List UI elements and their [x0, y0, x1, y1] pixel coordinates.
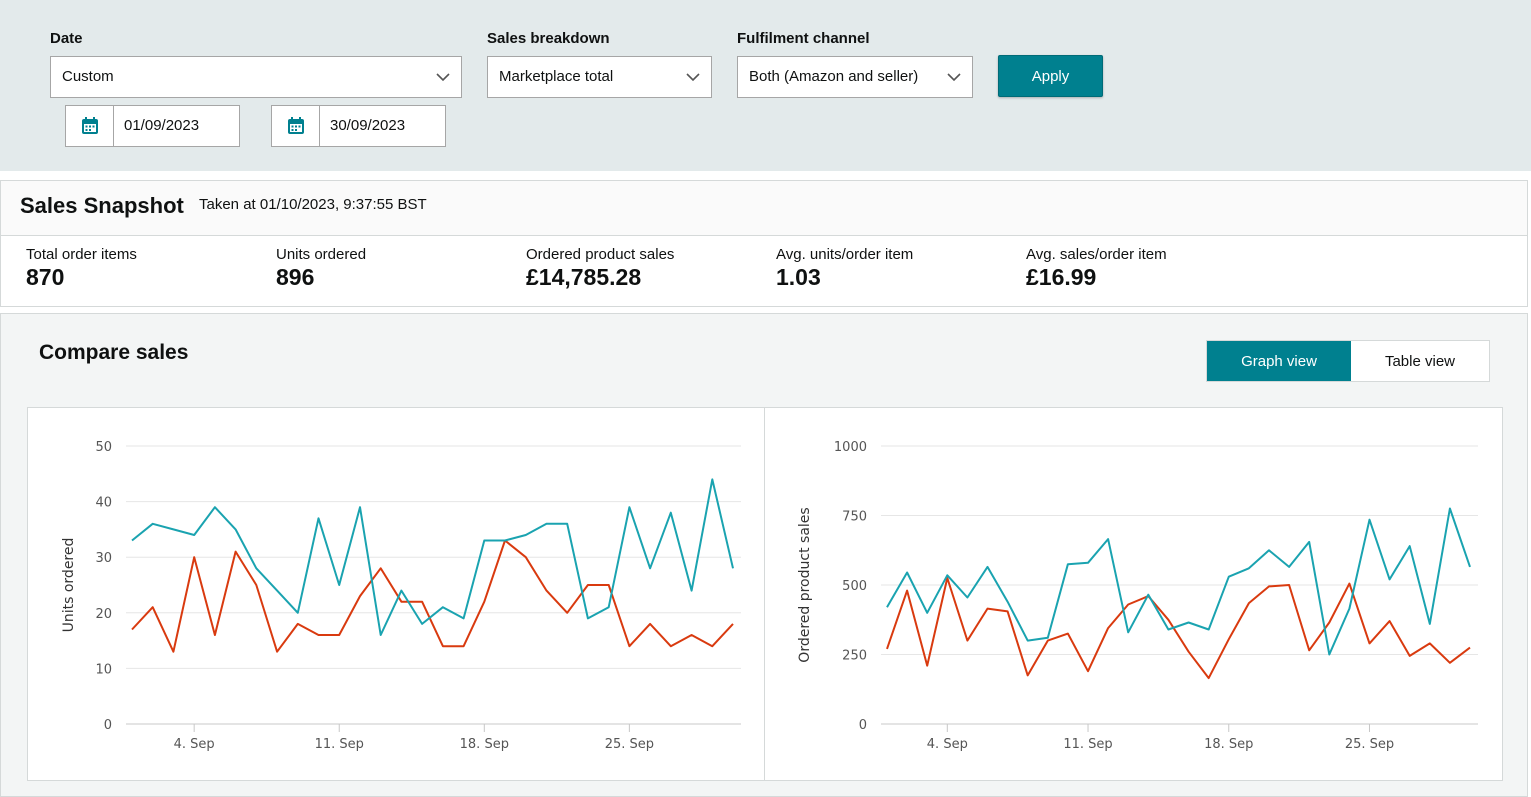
metric-value: 870 [26, 264, 65, 290]
y-tick-label: 30 [95, 551, 112, 566]
series-line-primary [131, 478, 734, 636]
date-label: Date [50, 30, 83, 47]
metric-value: 896 [276, 264, 315, 290]
compare-sales-section: Compare sales Graph view Table view 0 10 2… [0, 313, 1528, 797]
x-tick-label: 18. Sep [1204, 737, 1253, 752]
ordered-product-sales-chart: 0 250 500 750 1000 4. Sep 11. Sep 18. Sep 25. Se… [797, 440, 1478, 752]
x-tick-label: 4. Sep [927, 737, 968, 752]
y-tick-label: 10 [95, 662, 112, 677]
table-view-button[interactable]: Table view [1351, 341, 1489, 381]
apply-button[interactable]: Apply [998, 55, 1103, 97]
x-tick-label: 11. Sep [1063, 737, 1112, 752]
metric-value: 1.03 [776, 264, 821, 290]
x-tick-label: 25. Sep [605, 737, 654, 752]
series-line-secondary [886, 577, 1471, 680]
ordered-product-sales-chart-panel: 0 250 500 750 1000 4. Sep 11. Sep 18. Sep 25. Se… [764, 407, 1503, 781]
y-tick-label: 0 [104, 718, 112, 733]
x-tick-label: 25. Sep [1345, 737, 1394, 752]
fulfilment-select[interactable]: Both (Amazon and seller) [737, 56, 973, 98]
y-tick-label: 0 [859, 718, 867, 733]
end-date-picker[interactable]: 30/09/2023 [271, 105, 446, 147]
chevron-down-icon [947, 73, 961, 82]
metric-label: Avg. sales/order item [1026, 246, 1167, 263]
sales-breakdown-select[interactable]: Marketplace total [487, 56, 712, 98]
y-tick-label: 250 [842, 649, 867, 664]
units-ordered-chart: 0 10 20 30 40 50 4. Sep 11. Sep 18. Sep 25. Sep Un… [61, 440, 741, 752]
series-line-secondary [131, 539, 734, 653]
metric-label: Avg. units/order item [776, 246, 914, 263]
fulfilment-value: Both (Amazon and seller) [749, 68, 919, 85]
compare-sales-title: Compare sales [39, 341, 189, 364]
metric-avg-units-per-order-item: Avg. units/order item 1.03 [776, 246, 913, 291]
y-tick-label: 750 [842, 510, 867, 525]
view-toggle: Graph view Table view [1206, 340, 1490, 382]
sales-breakdown-label: Sales breakdown [487, 30, 610, 47]
metric-value: £16.99 [1026, 264, 1097, 290]
chevron-down-icon [436, 73, 450, 82]
date-select[interactable]: Custom [50, 56, 462, 98]
y-tick-label: 40 [95, 496, 112, 511]
chevron-down-icon [686, 73, 700, 82]
start-date-input[interactable]: 01/09/2023 [124, 117, 200, 134]
y-tick-label: 20 [95, 607, 112, 622]
graph-view-button[interactable]: Graph view [1207, 341, 1351, 381]
sales-breakdown-value: Marketplace total [499, 68, 614, 85]
snapshot-title: Sales Snapshot [20, 193, 184, 218]
x-tick-label: 4. Sep [174, 737, 215, 752]
series-line-primary [886, 507, 1471, 656]
start-date-picker[interactable]: 01/09/2023 [65, 105, 240, 147]
metric-label: Ordered product sales [526, 246, 675, 263]
x-tick-label: 11. Sep [315, 737, 364, 752]
metric-label: Total order items [26, 246, 137, 263]
calendar-icon[interactable] [66, 106, 114, 146]
snapshot-header: Sales Snapshot Taken at 01/10/2023, 9:37… [1, 181, 1527, 236]
metric-units-ordered: Units ordered 896 [276, 246, 366, 291]
fulfilment-label: Fulfilment channel [737, 30, 870, 47]
metric-value: £14,785.28 [526, 264, 642, 290]
metric-avg-sales-per-order-item: Avg. sales/order item £16.99 [1026, 246, 1167, 291]
metric-total-order-items: Total order items 870 [26, 246, 137, 291]
snapshot-timestamp: Taken at 01/10/2023, 9:37:55 BST [199, 196, 427, 213]
filter-bar: Date Custom 01/09/2023 30/09/2023 Sales … [0, 0, 1531, 171]
metric-ordered-product-sales: Ordered product sales £14,785.28 [526, 246, 674, 291]
metric-label: Units ordered [276, 246, 367, 263]
y-tick-label: 50 [95, 440, 112, 455]
end-date-input[interactable]: 30/09/2023 [330, 117, 406, 134]
sales-snapshot: Sales Snapshot Taken at 01/10/2023, 9:37… [0, 180, 1528, 307]
y-axis-title: Units ordered [61, 538, 77, 633]
y-axis-title: Ordered product sales [797, 507, 813, 662]
calendar-icon[interactable] [272, 106, 320, 146]
y-tick-label: 500 [842, 579, 867, 594]
x-tick-label: 18. Sep [460, 737, 509, 752]
date-select-value: Custom [62, 68, 114, 85]
y-tick-label: 1000 [834, 440, 867, 455]
units-ordered-chart-panel: 0 10 20 30 40 50 4. Sep 11. Sep 18. Sep 25. Sep Un… [27, 407, 765, 781]
